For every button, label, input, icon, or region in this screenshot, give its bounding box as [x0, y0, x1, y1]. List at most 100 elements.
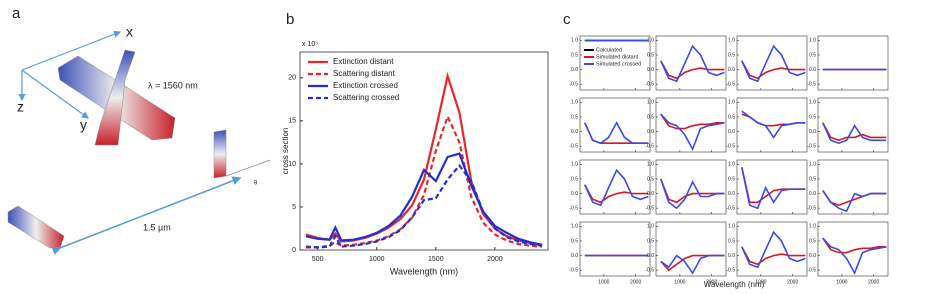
series-line: [584, 168, 649, 207]
y-tick-label: 0.0: [728, 129, 735, 135]
subplot-frame: [655, 35, 727, 91]
series-line: [660, 178, 725, 204]
y-tick-label: 1.0: [647, 162, 654, 168]
x-tick-label: 1000: [836, 279, 847, 285]
axis-label: z: [17, 99, 24, 115]
y-tick-label: 1.0: [571, 100, 578, 106]
guide-line: [225, 159, 271, 177]
axis-arrow: [21, 69, 89, 119]
x-tick-label: 1000: [598, 279, 609, 285]
y-tick-label: 0.0: [571, 253, 578, 259]
series-line: [660, 60, 725, 80]
subplot-frame: [736, 159, 808, 215]
subplot-frame: [817, 221, 889, 277]
y-tick-label: 0.5: [728, 52, 735, 58]
y-tick-label: -0.5: [645, 81, 654, 87]
y-tick-label: 0.5: [728, 114, 735, 120]
wavelength: λ = 1560 nm: [148, 80, 198, 90]
subplot-frame: [817, 35, 889, 91]
y-tick-label: 0.0: [571, 67, 578, 73]
nanorod: [213, 129, 227, 179]
panel-label: c: [563, 11, 571, 28]
y-tick-label: -0.5: [569, 81, 578, 87]
y-tick-label: -0.5: [807, 205, 816, 211]
series-line: [741, 246, 806, 266]
y-tick-label: 0.5: [728, 176, 735, 182]
legend-label: Scattering crossed: [333, 93, 399, 102]
subplot-frame: [579, 35, 651, 91]
y-tick-label: 0.5: [809, 238, 816, 244]
y-tick-label: 0.0: [809, 67, 816, 73]
x-tick-label: 1000: [674, 279, 685, 285]
subplot-frame: [817, 97, 889, 153]
series-line: [822, 237, 887, 254]
y-tick-label: 1.0: [647, 38, 654, 44]
y-tick-label: 0.5: [571, 114, 578, 120]
y-tick-label: -0.5: [726, 267, 735, 273]
y-tick-label: 0.0: [809, 191, 816, 197]
y-tick-label: 0.5: [647, 176, 654, 182]
axis-arrow: [21, 30, 122, 71]
subplot-frame: [817, 159, 889, 215]
series-line: [305, 113, 543, 249]
y-tick-label: -0.5: [645, 267, 654, 273]
series-line: [660, 113, 725, 130]
x-tick-label: 2000: [868, 279, 879, 285]
x-tick-label: 1500: [428, 256, 444, 263]
axis-label: x: [126, 24, 133, 40]
distance-arrow: [51, 176, 242, 255]
series-line: [660, 44, 725, 83]
series-line: [822, 122, 887, 145]
y-tick-label: -0.5: [569, 267, 578, 273]
y-tick-label: -0.5: [807, 81, 816, 87]
y-axis-label: cross section: [281, 128, 290, 175]
legend-label: Simulated distant: [596, 54, 639, 60]
subplot-frame: [579, 97, 651, 153]
y-tick-label: 0.0: [728, 253, 735, 259]
series-line: [660, 254, 725, 275]
y-tick-label: 0.5: [809, 114, 816, 120]
x-axis-label: Wavelength (nm): [390, 266, 458, 276]
series-line: [822, 122, 887, 142]
y-tick-label: 1.0: [809, 38, 816, 44]
series-line: [741, 44, 806, 83]
distance: 1.5 µm: [143, 222, 171, 232]
y-tick-label: 1.0: [809, 162, 816, 168]
legend-label: Extinction crossed: [333, 81, 398, 90]
y-tick-label: 0.0: [728, 191, 735, 197]
legend-label: Extinction distant: [333, 57, 394, 66]
plot-frame: [299, 51, 549, 251]
y-tick-label: 0.5: [647, 238, 654, 244]
y-tick-label: 0.0: [647, 191, 654, 197]
y-tick-label: 1.0: [571, 162, 578, 168]
legend-label: Calculated: [596, 47, 622, 53]
y-tick-label: 0: [292, 247, 296, 254]
series-line: [584, 184, 649, 204]
subplot-frame: [736, 221, 808, 277]
y-tick-label: 1.0: [647, 100, 654, 106]
y-tick-label: 0.0: [647, 253, 654, 259]
x-tick-label: 2000: [787, 279, 798, 285]
y-tick-label: -0.5: [645, 205, 654, 211]
series-line: [660, 178, 725, 210]
x-tick-label: 500: [312, 256, 324, 263]
series-line: [741, 110, 806, 139]
series-line: [660, 113, 725, 151]
series-line: [741, 230, 806, 269]
y-tick-label: 5: [292, 204, 296, 211]
y-tick-label: 1.0: [728, 224, 735, 230]
y-tick-label: 1.0: [728, 38, 735, 44]
series-line: [584, 121, 649, 145]
series-line: [305, 152, 543, 246]
y-tick-label: 1.0: [571, 38, 578, 44]
y-tick-label: -0.5: [807, 267, 816, 273]
y-tick-label: 1.0: [809, 224, 816, 230]
y-tick-label: 0.0: [809, 253, 816, 259]
series-line: [741, 167, 806, 204]
y-tick-label: -0.5: [569, 143, 578, 149]
series-line: [741, 113, 806, 127]
panel-label: a: [12, 5, 21, 22]
y-tick-label: 0.5: [647, 52, 654, 58]
